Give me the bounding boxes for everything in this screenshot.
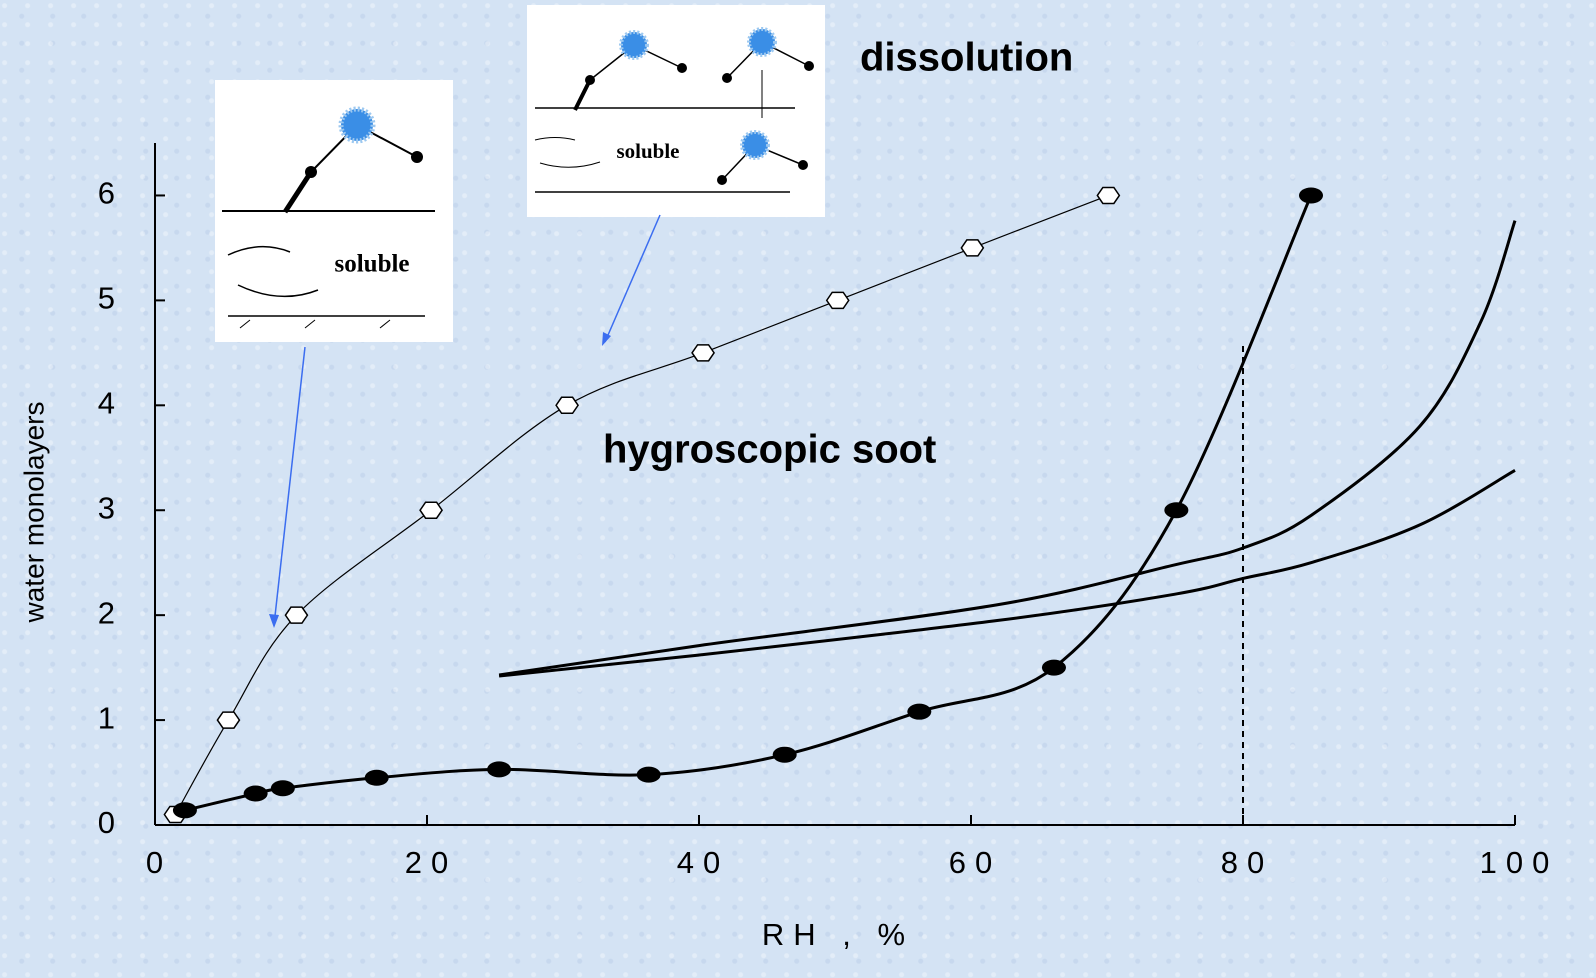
marker (773, 747, 797, 763)
marker (907, 704, 931, 720)
y-axis-label: water monolayers (18, 402, 49, 624)
inset-diagram: soluble (527, 5, 825, 217)
x-tick-label: 60 (949, 845, 1001, 880)
marker (1042, 660, 1066, 676)
marker (1299, 187, 1323, 203)
x-tick-label: 20 (405, 845, 457, 880)
inset-label: soluble (616, 139, 679, 163)
x-axis-label: RH , % (762, 917, 914, 952)
arrow-head (269, 614, 279, 628)
marker (173, 802, 197, 818)
marker (961, 240, 983, 256)
y-tick-label: 2 (98, 595, 115, 630)
arrow-head (602, 332, 611, 346)
y-tick-label: 6 (98, 176, 115, 211)
marker (692, 345, 714, 361)
marker (827, 292, 849, 308)
y-tick-label: 1 (98, 700, 115, 735)
marker (271, 780, 295, 796)
y-tick-label: 5 (98, 281, 115, 316)
marker (217, 712, 239, 728)
marker (285, 607, 307, 623)
chart: RH , % water monolayers dissolution hygr… (0, 0, 1596, 973)
y-tick-label: 4 (98, 385, 115, 420)
inset-label: soluble (334, 251, 409, 278)
marker (556, 397, 578, 413)
annotation: hygroscopic soot (603, 428, 936, 472)
marker (420, 502, 442, 518)
y-tick-label: 3 (98, 490, 115, 525)
marker (244, 786, 268, 802)
marker (1164, 502, 1188, 518)
x-tick-label: 0 (146, 845, 172, 880)
marker (365, 770, 389, 786)
arrow (274, 347, 305, 625)
arrow (605, 215, 660, 342)
marker (637, 767, 661, 783)
page: RH , % water monolayers dissolution hygr… (0, 0, 1596, 973)
marker (1097, 187, 1119, 203)
annotation: dissolution (860, 36, 1073, 80)
series-line (499, 470, 1515, 676)
marker (487, 761, 511, 777)
x-tick-label: 100 (1480, 845, 1559, 880)
x-tick-label: 80 (1221, 845, 1273, 880)
y-tick-label: 0 (98, 805, 115, 840)
x-tick-label: 40 (677, 845, 729, 880)
inset-diagram: soluble (215, 80, 453, 342)
